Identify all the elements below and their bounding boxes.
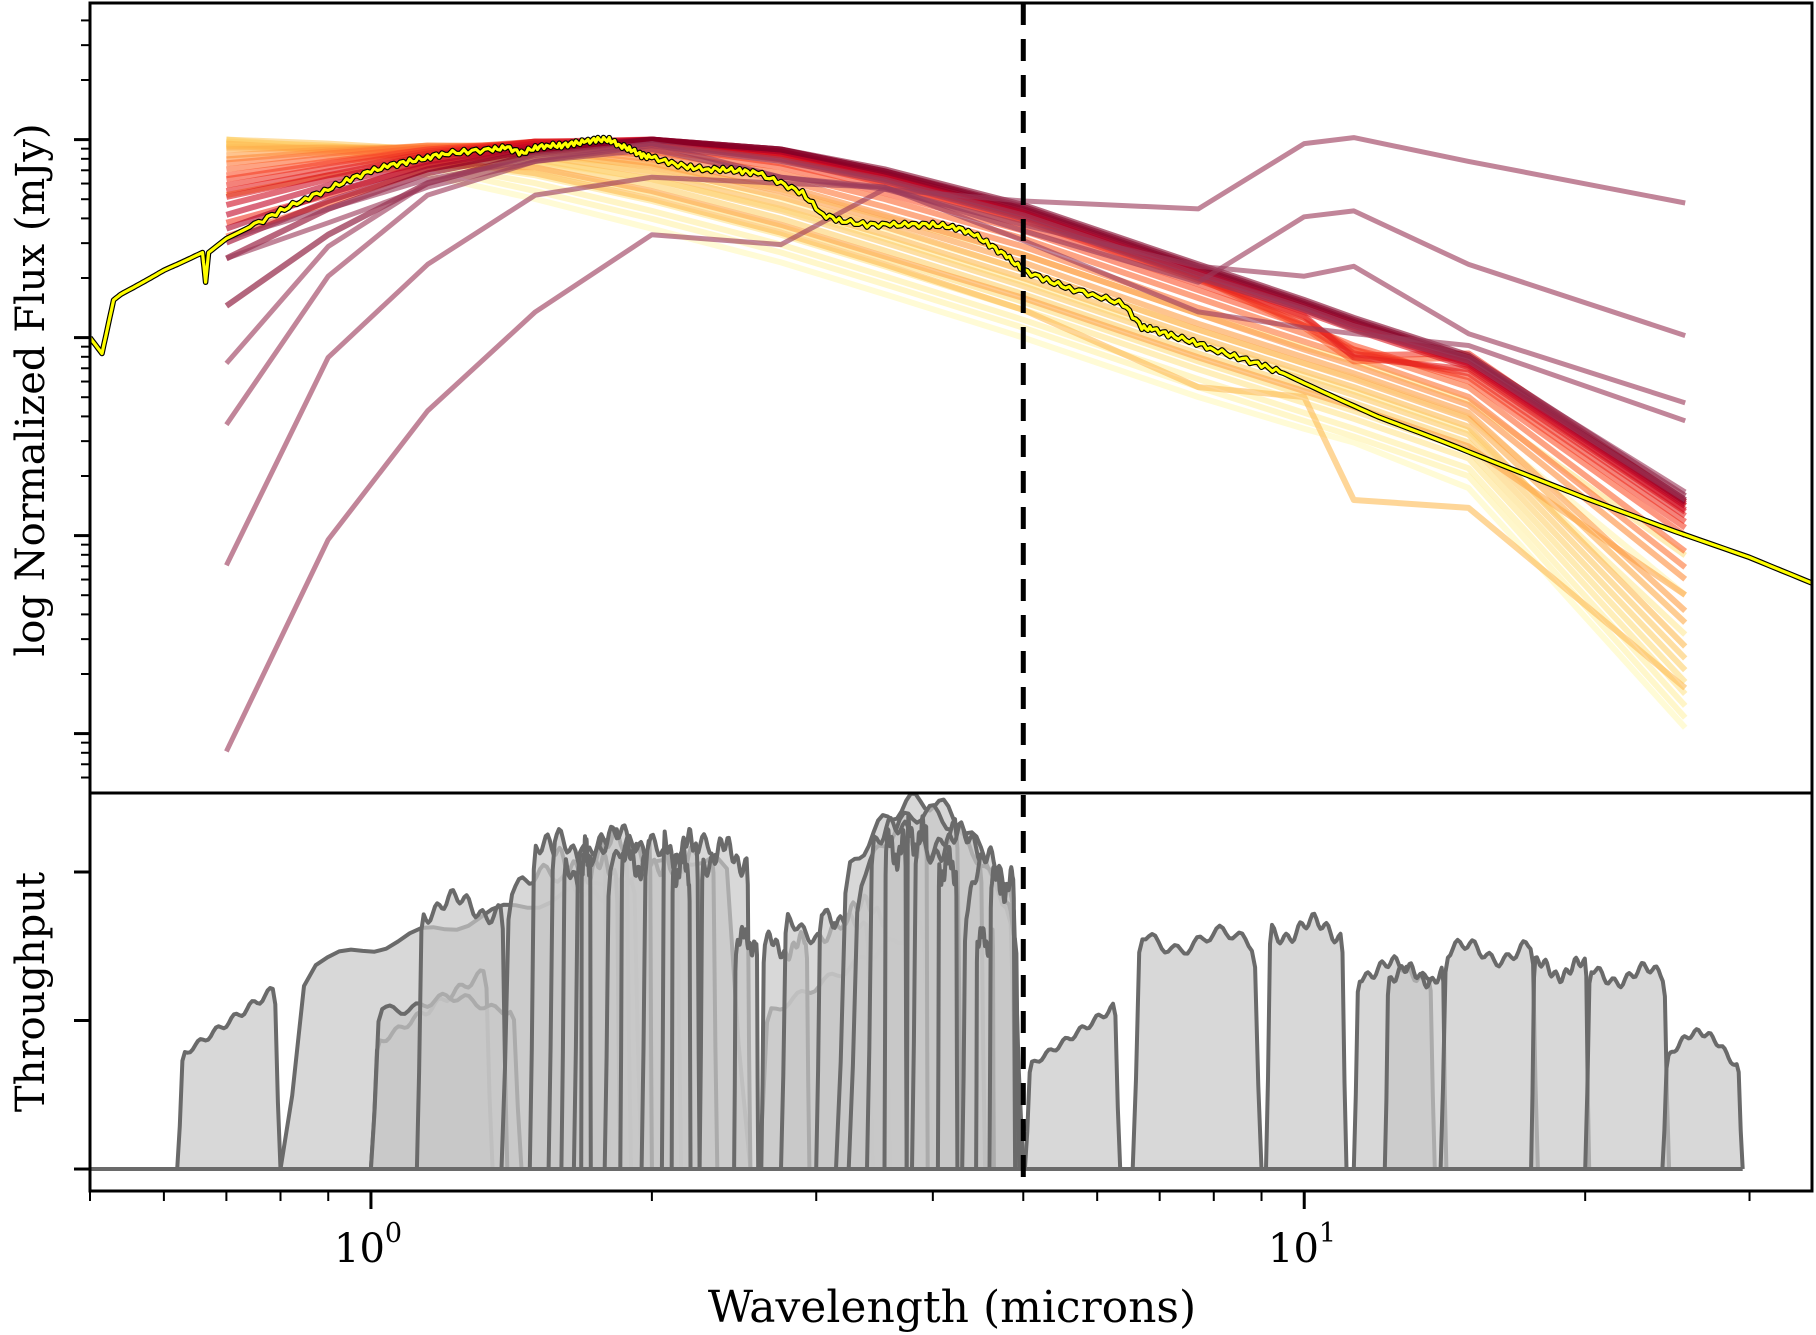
filter-curve bbox=[935, 844, 960, 1170]
filter-curve bbox=[732, 924, 761, 1170]
filter-fill bbox=[177, 988, 281, 1170]
throughput-panel bbox=[74, 793, 1745, 1172]
x-axis-label: Wavelength (microns) bbox=[708, 1282, 1196, 1333]
filter-fill bbox=[937, 846, 958, 1170]
filter-fill bbox=[671, 847, 691, 1170]
filter-fill bbox=[1662, 1029, 1743, 1170]
flux-panel bbox=[74, 19, 1812, 779]
filter-curve bbox=[987, 864, 1018, 1170]
filter-curve bbox=[414, 888, 510, 1170]
filter-curve bbox=[1438, 937, 1540, 1170]
filter-curve bbox=[1022, 1001, 1123, 1170]
observed-spectrum bbox=[90, 134, 1812, 586]
observed-spectrum-line bbox=[90, 135, 1812, 585]
filter-curve bbox=[175, 986, 283, 1170]
filter-curve bbox=[579, 834, 593, 1170]
filter-curve bbox=[1583, 961, 1672, 1170]
filter-fill bbox=[416, 890, 508, 1170]
filter-fill bbox=[1384, 963, 1447, 1170]
filter-fill bbox=[734, 926, 759, 1170]
x-tick-label-1: 100 bbox=[334, 1218, 402, 1272]
flux-y-axis-label: log Normalized Flux (mJy) bbox=[8, 123, 54, 656]
filter-fill bbox=[1132, 925, 1262, 1170]
filter-curve bbox=[1529, 955, 1592, 1170]
throughput-panel-frame bbox=[88, 791, 1814, 1193]
filter-curve bbox=[1382, 961, 1449, 1170]
x-axis-ticks bbox=[89, 1191, 1751, 1209]
outlier-sed-line bbox=[225, 141, 1687, 495]
filter-curve bbox=[669, 845, 693, 1170]
filter-fill bbox=[884, 829, 907, 1170]
outlier-sed-lines bbox=[224, 135, 1687, 753]
filter-curve bbox=[697, 835, 753, 1170]
filter-fill bbox=[1531, 957, 1590, 1170]
flux-y-ticks bbox=[74, 19, 90, 779]
filter-fill bbox=[1024, 1003, 1121, 1170]
filter-curve bbox=[882, 827, 909, 1170]
throughput-y-axis-label: Throughput bbox=[8, 872, 54, 1112]
filter-fill bbox=[1585, 963, 1670, 1170]
throughput-y-ticks bbox=[74, 870, 90, 1171]
filter-fill bbox=[1266, 913, 1347, 1170]
x-tick-label-10: 101 bbox=[1268, 1218, 1336, 1272]
filter-curves bbox=[90, 793, 1745, 1172]
filter-curve bbox=[910, 820, 988, 1170]
outlier-sed-line bbox=[224, 141, 1687, 424]
filter-curve bbox=[1264, 911, 1349, 1170]
flux-panel-frame bbox=[88, 1, 1814, 795]
filter-fill bbox=[1440, 939, 1538, 1170]
filter-curve bbox=[1130, 923, 1264, 1170]
filter-fill bbox=[989, 866, 1016, 1170]
filter-curve bbox=[1660, 1027, 1745, 1170]
